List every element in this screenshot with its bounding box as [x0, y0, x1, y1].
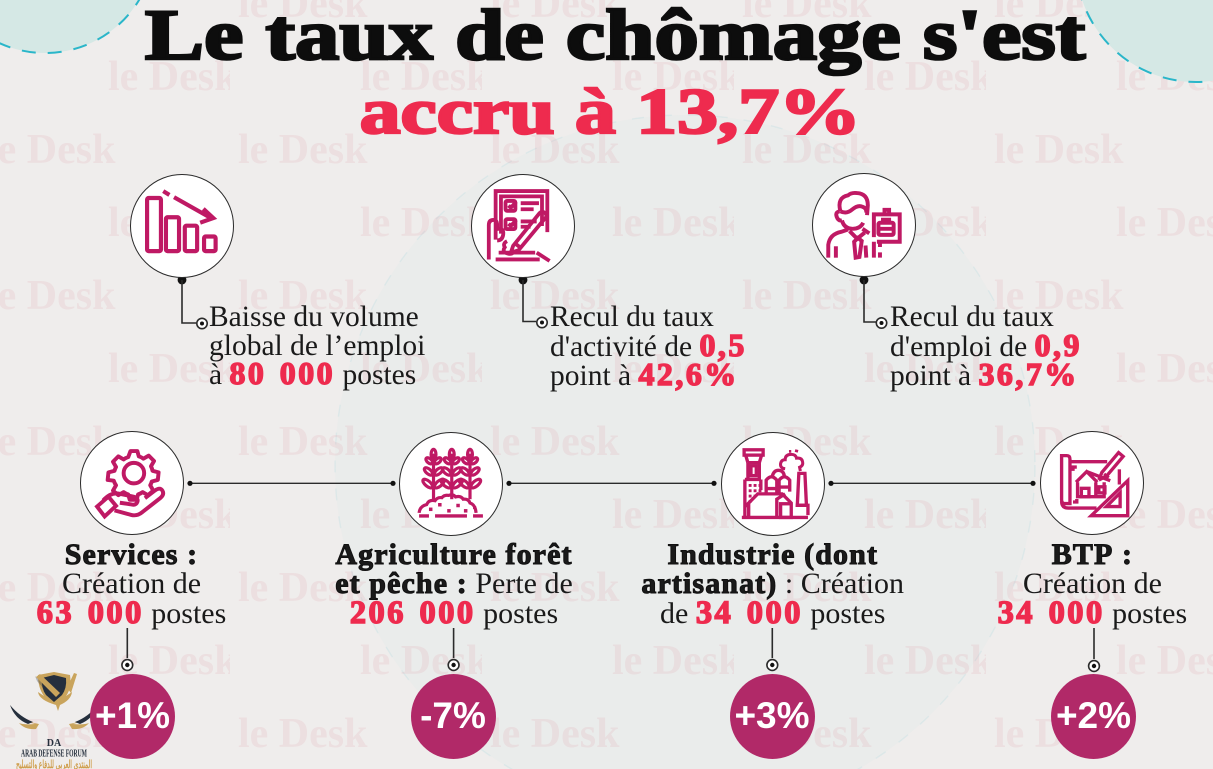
svg-text:المنتدى العربي للدفاع والتسليح: المنتدى العربي للدفاع والتسليح [16, 759, 92, 769]
svg-text:DA: DA [47, 738, 62, 749]
svg-text:ARAB DEFENSE FORUM: ARAB DEFENSE FORUM [21, 748, 87, 760]
